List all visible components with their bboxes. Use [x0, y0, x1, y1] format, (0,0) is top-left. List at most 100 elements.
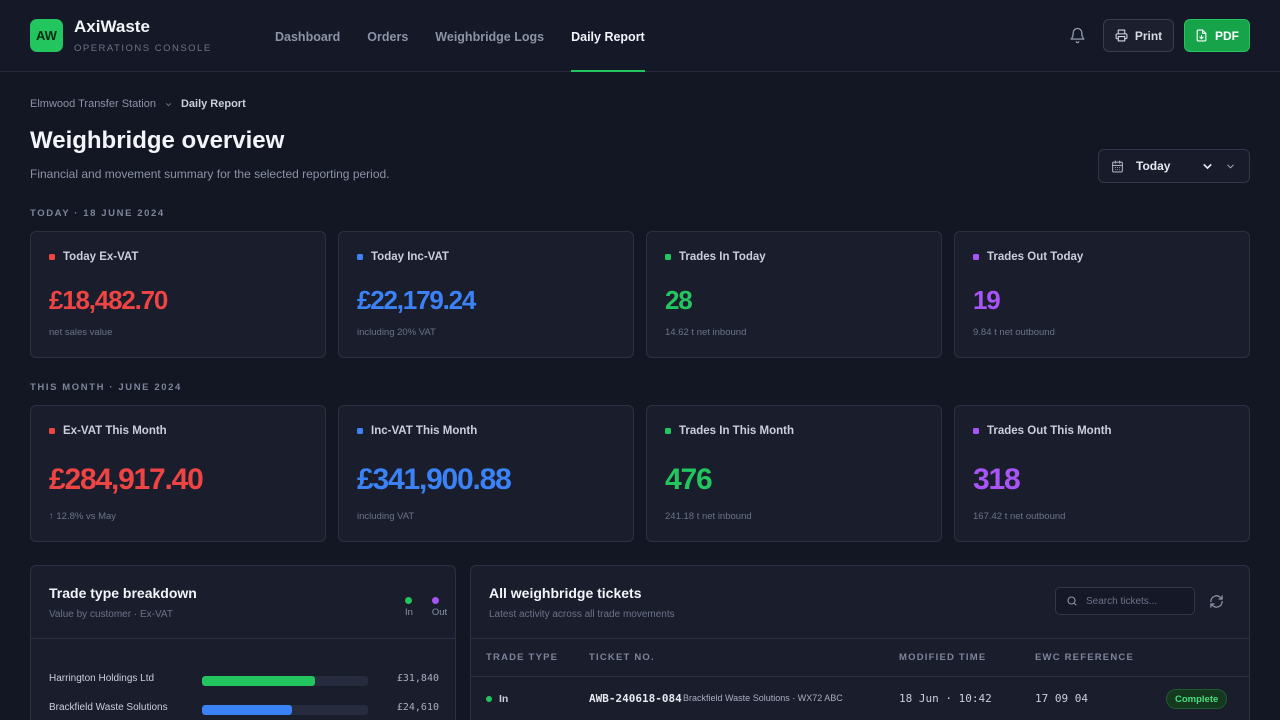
kpi-title-text: Trades In Today — [679, 251, 766, 263]
nav-weighbridge-logs[interactable]: Weighbridge Logs — [435, 30, 545, 44]
kpi-card-today-inc-vat[interactable]: Today Inc-VAT £22,179.24 including 20% V… — [338, 231, 634, 358]
legend-in[interactable]: In — [405, 596, 422, 618]
refresh-icon[interactable] — [1209, 594, 1224, 609]
legend-out[interactable]: Out — [431, 596, 455, 618]
status-dot — [973, 254, 979, 260]
nav-dashboard[interactable]: Dashboard — [275, 30, 341, 44]
divider — [471, 676, 1249, 677]
print-label: Print — [1134, 28, 1163, 43]
status-dot — [357, 428, 363, 434]
kpi-note: 9.84 t net outbound — [973, 327, 1055, 338]
kpi-title: Trades In This Month — [665, 425, 794, 437]
breadcrumb-current: Daily Report — [180, 98, 246, 110]
page-title: Weighbridge overview — [30, 127, 285, 154]
status-dot — [973, 428, 979, 434]
kpi-value: £22,179.24 — [357, 285, 476, 315]
ticket-customer: Brackfield Waste Solutions · WX72 ABC — [683, 693, 843, 703]
breakdown-bar — [202, 705, 292, 715]
kpi-title: Trades Out This Month — [973, 425, 1112, 437]
status-dot — [665, 428, 671, 434]
kpi-card-month-ex-vat[interactable]: Ex-VAT This Month £284,917.40 ↑ 12.8% vs… — [30, 405, 326, 542]
table-row[interactable]: In AWB-240618-084 Brackfield Waste Solut… — [471, 679, 1249, 719]
search-icon — [1067, 596, 1077, 606]
kpi-title: Trades In Today — [665, 251, 766, 263]
kpi-title-text: Trades Out This Month — [987, 425, 1112, 437]
kpi-card-month-trades-in[interactable]: Trades In This Month 476 241.18 t net in… — [646, 405, 942, 542]
calendar-icon — [1112, 160, 1123, 172]
tickets-panel: All weighbridge tickets Latest activity … — [470, 565, 1250, 720]
kpi-title: Inc-VAT This Month — [357, 425, 477, 437]
status-badge: Complete — [1166, 689, 1228, 709]
panel-subtitle: Latest activity across all trade movemen… — [489, 609, 675, 620]
breakdown-row[interactable]: Harrington Holdings Ltd £31,840 — [49, 673, 439, 689]
period-select[interactable]: Today — [1098, 149, 1250, 183]
period-select-value: Today — [1136, 159, 1171, 173]
kpi-value: £341,900.88 — [357, 463, 512, 496]
status-dot — [486, 696, 492, 702]
print-button[interactable]: Print — [1103, 19, 1174, 52]
chevron-down-icon — [165, 102, 172, 106]
divider — [471, 638, 1249, 639]
column-header-ewc-reference[interactable]: EWC REFERENCE — [1035, 652, 1134, 663]
breakdown-customer: Harrington Holdings Ltd — [49, 673, 155, 684]
status-dot — [49, 254, 55, 260]
section-label-today: TODAY · 18 JUNE 2024 — [30, 208, 165, 219]
trade-breakdown-panel: Trade type breakdown Value by customer ·… — [30, 565, 456, 720]
column-header-ticket-no[interactable]: TICKET NO. — [589, 652, 655, 663]
ticket-number[interactable]: AWB-240618-084 — [589, 692, 682, 705]
kpi-note: net sales value — [49, 327, 113, 338]
kpi-note: 241.18 t net inbound — [665, 511, 752, 522]
modified-time: 18 Jun · 10:42 — [899, 692, 992, 705]
kpi-value: £18,482.70 — [49, 285, 168, 315]
status-dot — [665, 254, 671, 260]
search-input[interactable]: Search tickets... — [1055, 587, 1195, 615]
bell-icon[interactable] — [1069, 27, 1086, 44]
trade-type-text: In — [499, 693, 509, 705]
chart-legend: In Out — [405, 596, 455, 618]
panel-title: All weighbridge tickets — [489, 585, 642, 601]
kpi-card-trades-in-today[interactable]: Trades In Today 28 14.62 t net inbound — [646, 231, 942, 358]
kpi-title: Today Ex-VAT — [49, 251, 138, 263]
kpi-value: 318 — [973, 463, 1021, 496]
kpi-card-month-inc-vat[interactable]: Inc-VAT This Month £341,900.88 including… — [338, 405, 634, 542]
app-subtitle: OPERATIONS CONSOLE — [74, 43, 212, 54]
app-logo[interactable]: AW — [30, 19, 63, 52]
breakdown-value: £24,610 — [396, 702, 439, 713]
kpi-note: including 20% VAT — [357, 327, 436, 338]
kpi-title-text: Today Ex-VAT — [63, 251, 139, 263]
breakdown-bar-track — [202, 676, 368, 686]
breadcrumb: Elmwood Transfer Station Daily Report — [30, 98, 246, 110]
kpi-value: 28 — [665, 285, 693, 315]
breakdown-value: £31,840 — [396, 673, 439, 684]
pdf-file-icon — [1196, 29, 1207, 42]
search-placeholder: Search tickets... — [1086, 595, 1158, 607]
section-label-month: THIS MONTH · JUNE 2024 — [30, 382, 182, 393]
printer-icon — [1115, 29, 1128, 42]
kpi-value: £284,917.40 — [49, 463, 204, 496]
kpi-card-month-trades-out[interactable]: Trades Out This Month 318 167.42 t net o… — [954, 405, 1250, 542]
kpi-card-today-ex-vat[interactable]: Today Ex-VAT £18,482.70 net sales value — [30, 231, 326, 358]
chevron-down-icon — [1227, 164, 1234, 169]
kpi-card-trades-out-today[interactable]: Trades Out Today 19 9.84 t net outbound — [954, 231, 1250, 358]
kpi-title-text: Inc-VAT This Month — [371, 425, 478, 437]
top-bar: AW AxiWaste OPERATIONS CONSOLE Dashboard… — [0, 0, 1280, 72]
kpi-note: 167.42 t net outbound — [973, 511, 1066, 522]
pdf-button[interactable]: PDF — [1184, 19, 1250, 52]
nav-orders[interactable]: Orders — [367, 30, 409, 44]
kpi-value: 19 — [973, 285, 1001, 315]
chevron-down-icon — [1203, 164, 1212, 170]
nav-daily-report[interactable]: Daily Report — [571, 0, 645, 72]
kpi-title: Ex-VAT This Month — [49, 425, 167, 437]
app-name: AxiWaste — [74, 17, 150, 36]
kpi-title-text: Trades Out Today — [987, 251, 1084, 263]
breakdown-customer: Brackfield Waste Solutions — [49, 702, 168, 713]
breadcrumb-parent[interactable]: Elmwood Transfer Station — [30, 98, 156, 110]
column-header-trade-type[interactable]: TRADE TYPE — [486, 652, 559, 663]
panel-subtitle: Value by customer · Ex-VAT — [49, 609, 173, 620]
breakdown-bar-track — [202, 705, 368, 715]
column-header-modified-time[interactable]: MODIFIED TIME — [899, 652, 987, 663]
breakdown-row[interactable]: Brackfield Waste Solutions £24,610 — [49, 702, 439, 718]
status-dot — [357, 254, 363, 260]
kpi-title: Today Inc-VAT — [357, 251, 449, 263]
kpi-title-text: Trades In This Month — [679, 425, 795, 437]
